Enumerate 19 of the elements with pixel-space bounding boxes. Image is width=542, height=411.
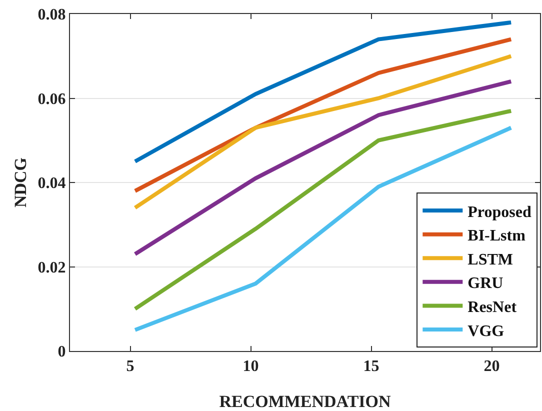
legend-label: GRU xyxy=(468,275,504,292)
legend-label: Proposed xyxy=(468,204,532,221)
legend-label: ResNet xyxy=(468,298,518,316)
y-axis-title: NDCG xyxy=(11,157,30,208)
legend-label: LSTM xyxy=(468,251,513,268)
y-tick-label: 0 xyxy=(58,344,66,361)
line-series xyxy=(133,37,514,193)
legend-label: VGG xyxy=(468,322,505,340)
legend-label: BI-Lstm xyxy=(468,228,526,245)
y-tick-label: 0.06 xyxy=(38,90,66,108)
x-axis-title: RECOMMENDATION xyxy=(219,392,392,411)
y-tick-label: 0.02 xyxy=(38,259,66,276)
x-tick-label: 20 xyxy=(484,358,500,376)
x-tick-label: 15 xyxy=(363,358,380,376)
x-tick-label: 10 xyxy=(242,358,259,376)
x-tick-label: 5 xyxy=(126,358,134,376)
y-tick-label: 0.08 xyxy=(38,6,66,24)
line-series xyxy=(133,20,514,164)
y-tick-label: 0.04 xyxy=(38,175,66,192)
